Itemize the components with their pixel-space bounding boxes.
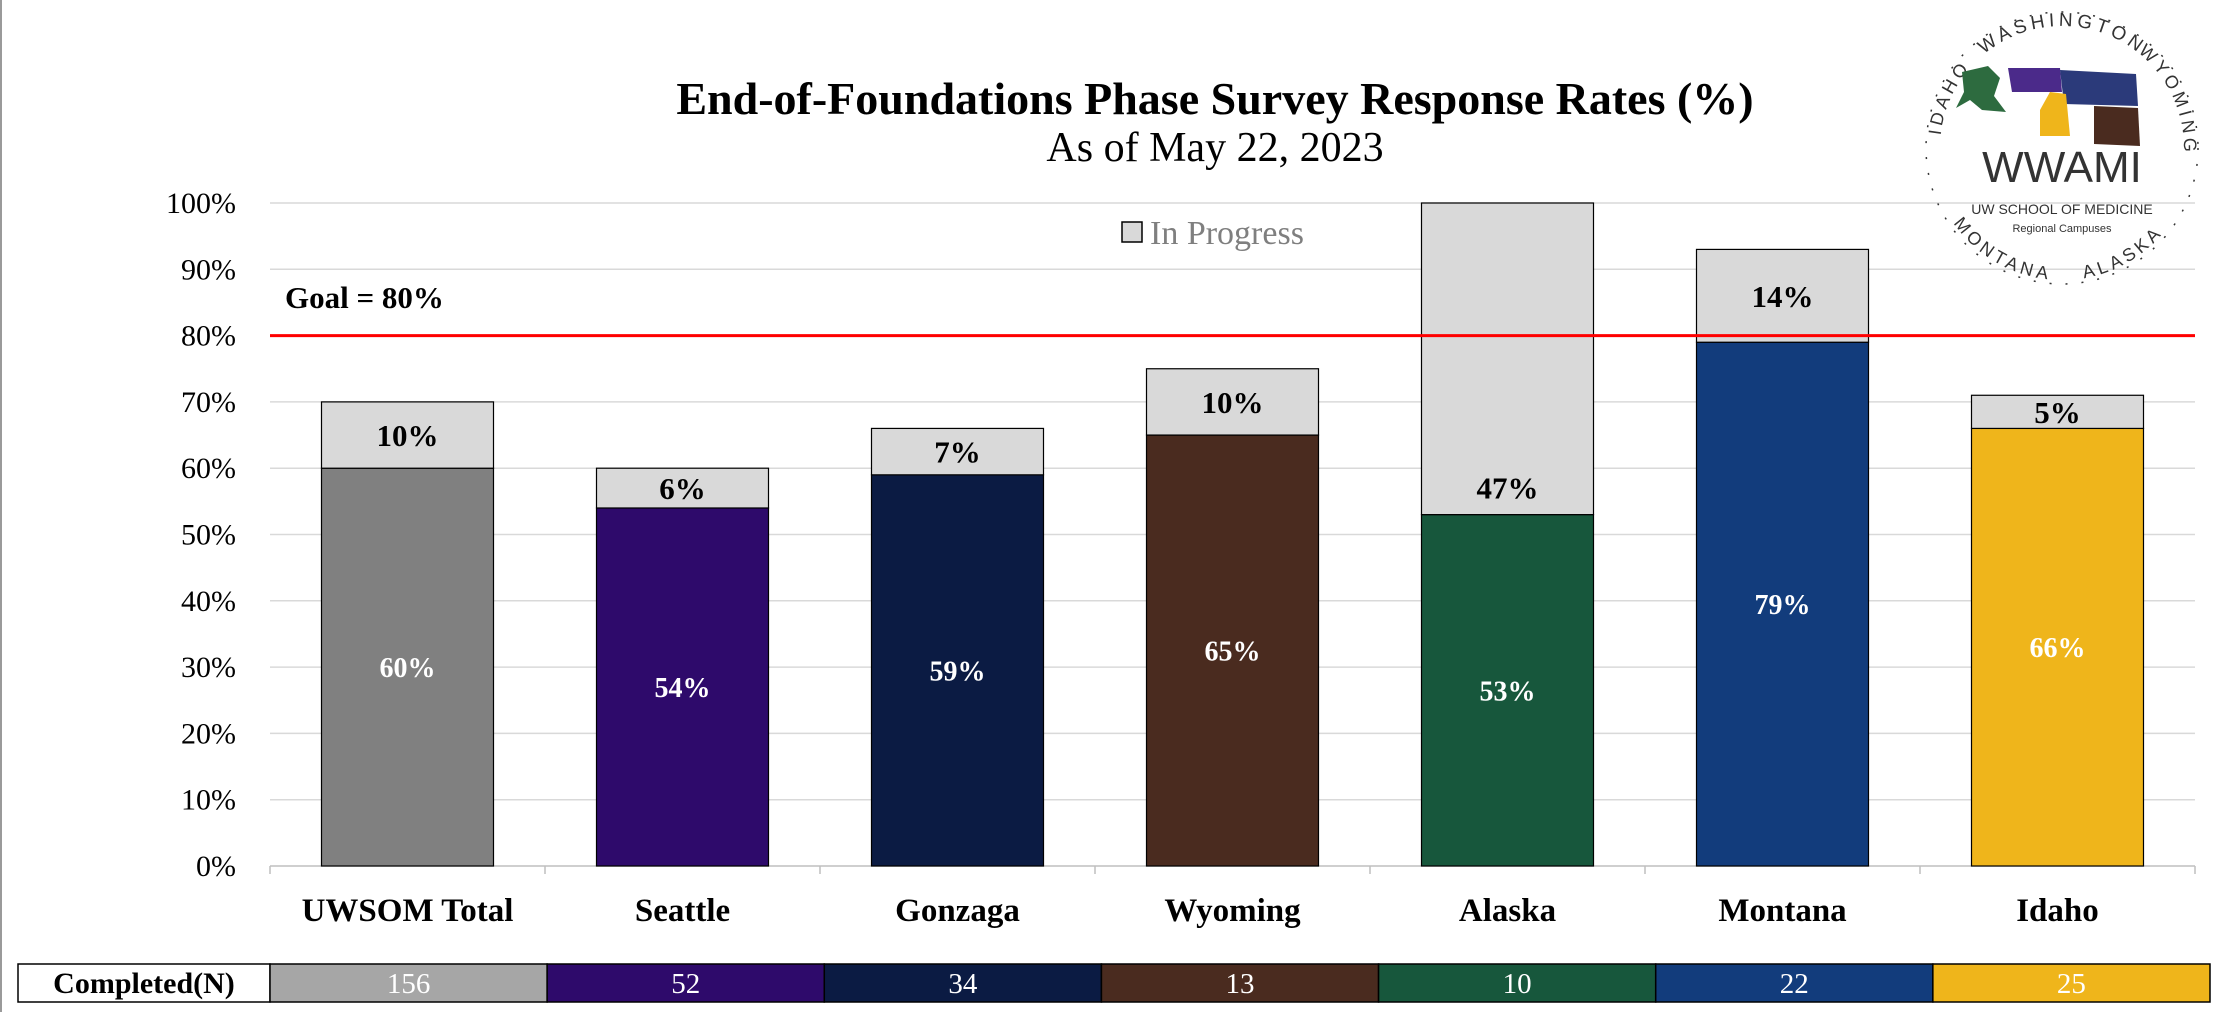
left-border (0, 0, 2, 1012)
table-cell-value: 34 (948, 968, 978, 1000)
logo-ring-text-top: WASHINGTON (1974, 10, 2150, 58)
wwami-logo: WASHINGTON WYOMING IDAHO ALASKA MONTANA … (1919, 10, 2214, 295)
logo-line1: UW SCHOOL OF MEDICINE (1971, 201, 2153, 217)
y-tick-label: 70% (181, 386, 236, 419)
table-cell-value: 10 (1503, 968, 1532, 1000)
y-tick-label: 10% (181, 784, 236, 817)
table-cell (823, 963, 1103, 1003)
bar-in-progress (870, 427, 1045, 476)
logo-ring-text-right: WYOMING (2132, 34, 2214, 163)
bar-in-progress (1970, 394, 2145, 430)
chart-title: End-of-Foundations Phase Survey Response… (676, 73, 1754, 124)
table-cell-value: 52 (671, 968, 700, 1000)
in-progress-value-label: 10% (1202, 385, 1264, 420)
in-progress-value-label: 6% (659, 471, 706, 506)
bar-in-progress (320, 401, 495, 469)
legend-swatch (1121, 221, 1143, 243)
legend: In Progress (1121, 215, 1304, 252)
completed-value-label: 54% (655, 673, 711, 704)
y-tick-label: 100% (166, 187, 236, 220)
table-cell (546, 963, 826, 1003)
completed-value-label: 66% (2030, 633, 2086, 664)
table-cell-value: 25 (2057, 968, 2086, 1000)
x-category-label: Seattle (635, 893, 730, 929)
x-category-label: Idaho (2016, 893, 2099, 929)
bar-in-progress (1145, 368, 1320, 436)
y-tick-label: 90% (181, 253, 236, 286)
chart-subtitle: As of May 22, 2023 (1046, 125, 1384, 171)
x-category-label: Wyoming (1164, 893, 1301, 929)
bar-completed (1420, 514, 1595, 867)
x-category-label: Gonzaga (895, 893, 1020, 929)
table-cell-value: 22 (1780, 968, 1809, 1000)
completed-value-label: 59% (930, 656, 986, 687)
table-cell-value: 13 (1226, 968, 1255, 1000)
y-tick-label: 0% (196, 850, 236, 883)
bar-completed (595, 507, 770, 867)
logo-line2: Regional Campuses (2012, 223, 2112, 235)
in-progress-value-label: 5% (2034, 395, 2081, 430)
y-axis-ticks: 0% 10% 20% 30% 40% 50% 60% 70% 80% 90% 100% (166, 187, 236, 883)
in-progress-value-label: 14% (1752, 279, 1814, 314)
y-tick-label: 50% (181, 519, 236, 552)
in-progress-value-label: 47% (1477, 471, 1539, 506)
table-cell (1654, 963, 1934, 1003)
x-category-label: UWSOM Total (302, 893, 514, 929)
bar-in-progress (1420, 202, 1595, 516)
y-tick-label: 20% (181, 717, 236, 750)
bar-completed (1970, 427, 2145, 867)
x-category-label: Alaska (1459, 893, 1556, 929)
x-category-label: Montana (1718, 893, 1846, 929)
in-progress-value-label: 10% (377, 418, 439, 453)
bar-in-progress (595, 467, 770, 509)
completed-value-label: 60% (380, 653, 436, 684)
bar-completed (1695, 341, 1870, 867)
table-cell-value: 156 (387, 968, 431, 1000)
logo-ring-dots (1925, 11, 2199, 285)
completed-value-label: 53% (1480, 676, 1536, 707)
table-cell (1932, 963, 2211, 1003)
table-cell (269, 963, 548, 1003)
completed-table: Completed(N) 156 52 34 13 10 22 25 (17, 963, 2211, 1003)
y-tick-label: 60% (181, 452, 236, 485)
completed-value-label: 65% (1205, 637, 1261, 668)
y-tick-label: 40% (181, 585, 236, 618)
in-progress-value-label: 7% (934, 435, 981, 470)
table-cell (1100, 963, 1380, 1003)
bar-completed (870, 474, 1045, 867)
bar-completed (320, 467, 495, 867)
legend-label: In Progress (1150, 215, 1304, 252)
completed-value-label: 79% (1755, 590, 1811, 621)
table-cell (1377, 963, 1657, 1003)
logo-wordmark: WWAMI (1982, 143, 2142, 192)
goal-label: Goal = 80% (285, 280, 444, 315)
table-row-label: Completed(N) (53, 967, 235, 1000)
y-tick-label: 80% (181, 320, 236, 353)
bars: 60% 10% 54% 6% 59% 7% 65% 10% 53% 47% 79% 14% 66% 5% (320, 202, 2145, 867)
x-axis-ticks: UWSOM Total Seattle Gonzaga Wyoming Alaska Mo… (302, 893, 2099, 929)
logo-map (1956, 66, 2140, 146)
y-tick-label: 30% (181, 651, 236, 684)
bar-completed (1145, 434, 1320, 867)
bar-in-progress (1695, 248, 1870, 343)
